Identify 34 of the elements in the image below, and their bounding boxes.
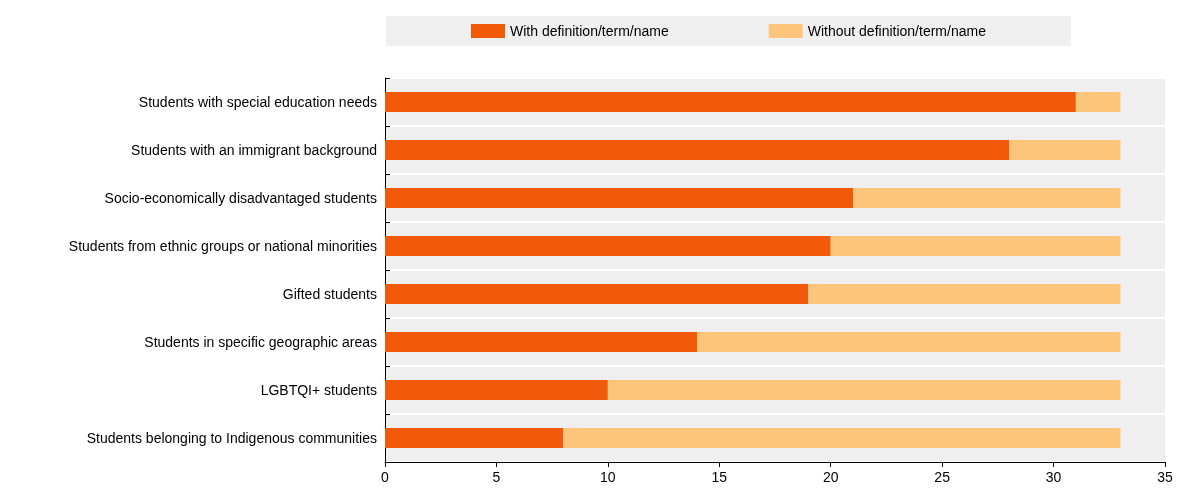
y-tick-label: Gifted students xyxy=(282,286,377,302)
x-tick-label: 25 xyxy=(934,469,951,485)
bar xyxy=(808,284,1121,304)
x-tick-label: 35 xyxy=(1157,469,1173,485)
bar xyxy=(385,380,608,400)
bar xyxy=(385,188,853,208)
bar xyxy=(1075,92,1121,112)
x-tick-label: 20 xyxy=(822,469,839,485)
bar xyxy=(385,284,809,304)
x-tick-label: 0 xyxy=(381,469,390,485)
bar xyxy=(385,140,1009,160)
y-tick-label: Students from ethnic groups or national minorities xyxy=(68,238,377,254)
y-tick-label: LGBTQI+ students xyxy=(260,382,377,398)
bar xyxy=(563,428,1121,448)
x-tick-label: 5 xyxy=(492,469,501,485)
bar xyxy=(697,332,1121,352)
x-tick-label: 15 xyxy=(711,469,728,485)
y-tick-label: Socio-economically disadvantaged students xyxy=(104,190,377,206)
bar xyxy=(607,380,1121,400)
bar xyxy=(385,332,697,352)
y-tick-label: Students belonging to Indigenous communities xyxy=(86,430,377,446)
bar xyxy=(385,428,564,448)
bar xyxy=(385,236,831,256)
legend-label: With definition/term/name xyxy=(510,23,669,39)
x-tick-label: 30 xyxy=(1045,469,1062,485)
bar xyxy=(1009,140,1121,160)
y-tick-label: Students in specific geographic areas xyxy=(144,334,377,350)
y-tick-label: Students with an immigrant background xyxy=(131,142,377,158)
bar xyxy=(853,188,1121,208)
y-tick-label: Students with special education needs xyxy=(138,94,377,110)
bar xyxy=(385,92,1076,112)
bar xyxy=(830,236,1121,256)
legend-label: Without definition/term/name xyxy=(807,23,987,39)
x-tick-label: 10 xyxy=(600,469,616,485)
